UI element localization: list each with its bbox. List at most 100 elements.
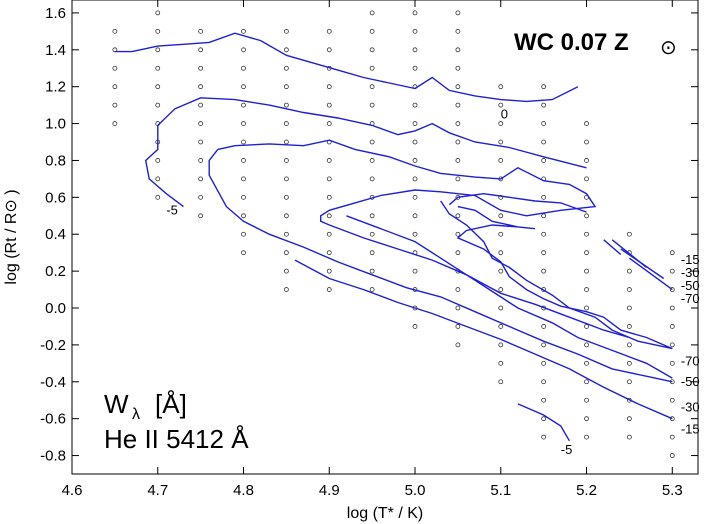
x-tick-label: 5.1: [490, 482, 511, 499]
contour-labels: 0-5-15-30-50-70-70-50-30-15-5: [166, 106, 699, 457]
contour-line: [294, 259, 673, 420]
y-tick-label: -0.6: [40, 411, 66, 428]
grid-point: [283, 139, 289, 145]
grid-point: [669, 342, 675, 348]
grid-point: [669, 305, 675, 311]
y-tick-label: 0.2: [45, 263, 66, 280]
grid-point: [669, 287, 675, 292]
x-tick-label: 4.8: [233, 482, 254, 499]
grid-point: [455, 213, 461, 219]
grid-point: [455, 65, 461, 71]
grid-point: [412, 10, 418, 16]
grid-point: [541, 84, 547, 90]
contour-line: [440, 200, 673, 350]
grid-point: [412, 213, 418, 219]
grid-point: [455, 139, 461, 145]
grid-point: [541, 158, 547, 163]
grid-point: [669, 397, 675, 403]
grid-point: [369, 158, 375, 163]
grid-point: [498, 84, 504, 90]
grid-point: [584, 342, 589, 348]
grid-point: [326, 231, 332, 237]
grid-point: [669, 268, 675, 274]
grid-point: [498, 268, 504, 274]
y-tick-label: 0.0: [45, 300, 66, 317]
grid-point: [155, 10, 161, 16]
grid-point: [626, 342, 632, 348]
grid-point: [541, 324, 547, 329]
grid-point: [326, 268, 332, 274]
grid-point: [541, 434, 547, 440]
x-tick-label: 5.3: [662, 482, 683, 499]
contour-label: -30: [681, 265, 700, 280]
grid-point: [412, 231, 418, 237]
grid-point: [241, 176, 246, 182]
contour-label: -15: [681, 252, 700, 267]
grid-point: [155, 176, 161, 182]
grid-point: [326, 287, 332, 292]
y-tick-label: 1.4: [45, 42, 66, 59]
contour-line: [620, 248, 665, 280]
contour-line: [144, 97, 587, 208]
annotation-w-sub: λ: [132, 406, 140, 423]
y-tick-label: 0.4: [45, 226, 66, 243]
grid-point: [326, 47, 332, 53]
grid-point: [198, 121, 204, 126]
grid-point: [455, 231, 461, 237]
grid-point: [498, 213, 504, 219]
grid-point: [455, 121, 461, 126]
grid-point: [326, 176, 332, 182]
grid-point: [198, 84, 204, 90]
grid-point: [541, 268, 547, 274]
grid-point: [112, 121, 118, 126]
grid-point: [155, 102, 161, 108]
contour-line: [456, 205, 673, 350]
grid-point: [669, 360, 675, 366]
grid-point: [584, 213, 589, 219]
contour-label: -5: [166, 202, 178, 217]
grid-point: [241, 213, 246, 219]
grid-point: [241, 231, 246, 237]
contour-label: -5: [561, 442, 573, 457]
grid-point: [584, 250, 589, 256]
y-tick-label: 0.8: [45, 152, 66, 169]
grid-point: [155, 194, 161, 200]
grid-point: [326, 250, 332, 256]
grid-point: [326, 158, 332, 163]
grid-point: [541, 121, 547, 126]
grid-point: [412, 121, 418, 126]
x-tick-label: 4.6: [62, 482, 83, 499]
contour-label: -15: [681, 422, 700, 437]
contour-line: [628, 257, 673, 291]
y-tick-label: -0.8: [40, 448, 66, 465]
grid-point: [584, 434, 589, 440]
grid-point: [241, 102, 246, 108]
contour-label: -50: [681, 374, 700, 389]
y-axis-label: log (Rt / R⊙ ): [3, 189, 20, 284]
contour-line: [114, 32, 579, 103]
grid-point: [541, 231, 547, 237]
grid-point: [669, 250, 675, 256]
grid-point: [198, 158, 204, 163]
contour-line: [448, 192, 587, 213]
grid-point: [455, 102, 461, 108]
x-tick-label: 5.0: [405, 482, 426, 499]
grid-point: [369, 28, 375, 34]
grid-point: [412, 268, 418, 274]
grid-point: [584, 268, 589, 274]
grid-point: [498, 102, 504, 108]
grid-point: [241, 47, 246, 53]
grid-point: [541, 360, 547, 366]
contour-line: [346, 215, 673, 379]
grid-point: [584, 416, 589, 422]
grid-point: [669, 324, 675, 329]
contour-label: -70: [681, 291, 700, 306]
grid-point: [455, 324, 461, 329]
grid-point: [541, 139, 547, 145]
grid-point: [369, 268, 375, 274]
grid-point: [198, 194, 204, 200]
grid-point: [412, 158, 418, 163]
grid-point: [283, 231, 289, 237]
contour-label: -50: [681, 278, 700, 293]
grid-point: [626, 268, 632, 274]
